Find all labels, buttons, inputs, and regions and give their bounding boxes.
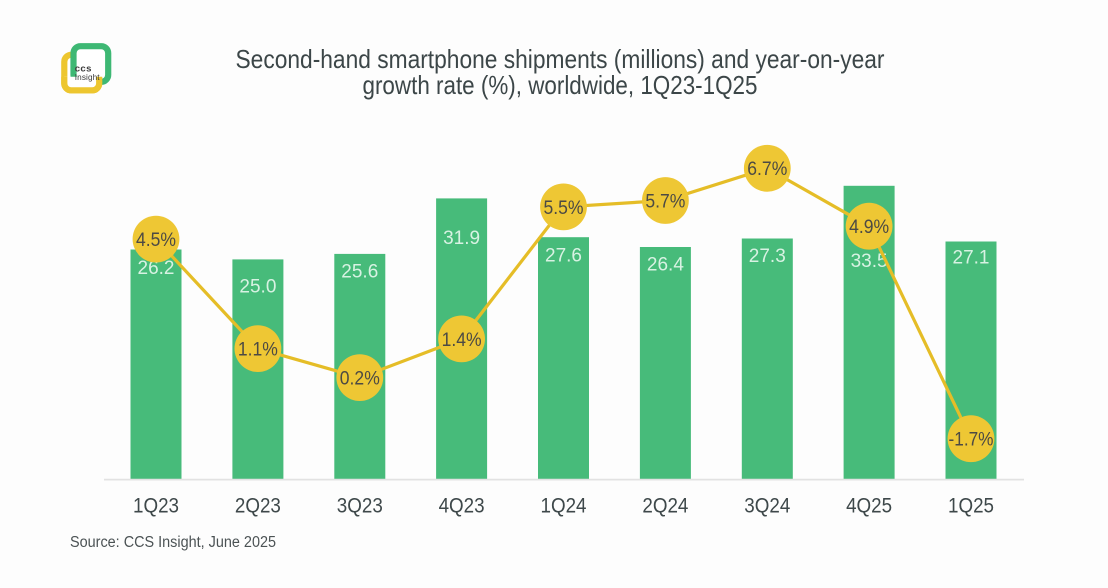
svg-text:27.1: 27.1	[953, 247, 990, 268]
svg-text:2Q24: 2Q24	[642, 495, 688, 518]
svg-text:Source: CCS Insight, June 2025: Source: CCS Insight, June 2025	[70, 534, 276, 551]
svg-text:33.5: 33.5	[851, 251, 888, 272]
svg-text:1Q23: 1Q23	[133, 495, 179, 518]
svg-text:27.6: 27.6	[545, 245, 582, 266]
svg-text:0.2%: 0.2%	[340, 369, 380, 390]
svg-text:31.9: 31.9	[443, 228, 480, 249]
svg-text:25.0: 25.0	[239, 276, 276, 297]
svg-text:27.3: 27.3	[749, 246, 786, 267]
svg-text:5.7%: 5.7%	[645, 191, 685, 212]
svg-text:Insight: Insight	[75, 73, 100, 82]
svg-text:1.4%: 1.4%	[442, 330, 482, 351]
svg-text:1Q24: 1Q24	[541, 495, 587, 518]
svg-text:3Q24: 3Q24	[744, 495, 790, 518]
svg-text:1.1%: 1.1%	[238, 340, 278, 361]
svg-text:4.9%: 4.9%	[849, 217, 889, 238]
svg-text:Second-hand smartphone shipmen: Second-hand smartphone shipments (millio…	[236, 44, 885, 74]
svg-text:4Q25: 4Q25	[846, 495, 892, 518]
svg-text:26.4: 26.4	[647, 254, 684, 275]
svg-text:26.2: 26.2	[138, 258, 175, 279]
svg-text:3Q23: 3Q23	[337, 495, 383, 518]
svg-text:6.7%: 6.7%	[747, 159, 787, 180]
svg-text:growth rate (%), worldwide, 1Q: growth rate (%), worldwide, 1Q23-1Q25	[363, 70, 758, 100]
svg-text:-1.7%: -1.7%	[949, 430, 994, 451]
svg-text:4Q23: 4Q23	[439, 495, 485, 518]
svg-text:5.5%: 5.5%	[544, 198, 584, 219]
svg-text:ccs: ccs	[75, 64, 92, 75]
svg-text:25.6: 25.6	[341, 261, 378, 282]
svg-text:2Q23: 2Q23	[235, 495, 281, 518]
svg-text:4.5%: 4.5%	[136, 230, 176, 251]
svg-text:1Q25: 1Q25	[948, 495, 994, 518]
